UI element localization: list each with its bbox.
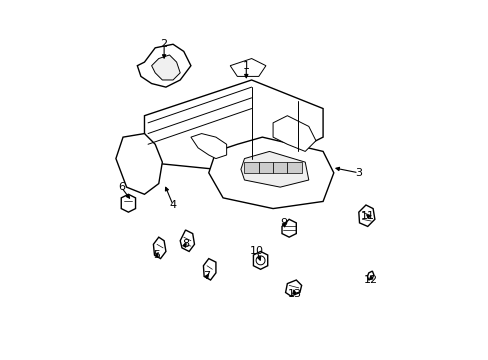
Text: 13: 13 [287,289,301,299]
Polygon shape [241,152,308,187]
Polygon shape [121,194,135,212]
Text: 3: 3 [355,168,362,178]
Polygon shape [287,162,301,173]
Polygon shape [180,230,194,251]
Polygon shape [366,271,373,280]
Polygon shape [116,134,162,194]
Text: 6: 6 [118,182,124,192]
Polygon shape [244,162,258,173]
Text: 7: 7 [203,271,210,282]
Polygon shape [137,44,190,87]
Polygon shape [285,280,301,296]
Polygon shape [272,116,315,152]
Polygon shape [253,251,267,269]
Text: 11: 11 [360,211,374,221]
Polygon shape [258,162,272,173]
Text: 2: 2 [160,39,167,49]
Polygon shape [144,80,323,173]
Polygon shape [358,205,374,226]
Text: 4: 4 [169,200,176,210]
Text: 5: 5 [153,250,160,260]
Text: 10: 10 [249,247,264,256]
Polygon shape [272,162,287,173]
Text: 12: 12 [364,275,378,285]
Text: 1: 1 [242,61,249,71]
Polygon shape [203,258,216,280]
Text: 9: 9 [280,218,287,228]
Polygon shape [282,219,296,237]
Polygon shape [153,237,165,258]
Text: 8: 8 [182,239,189,249]
Polygon shape [190,134,226,158]
Polygon shape [230,59,265,76]
Polygon shape [151,55,180,80]
Polygon shape [208,137,333,208]
